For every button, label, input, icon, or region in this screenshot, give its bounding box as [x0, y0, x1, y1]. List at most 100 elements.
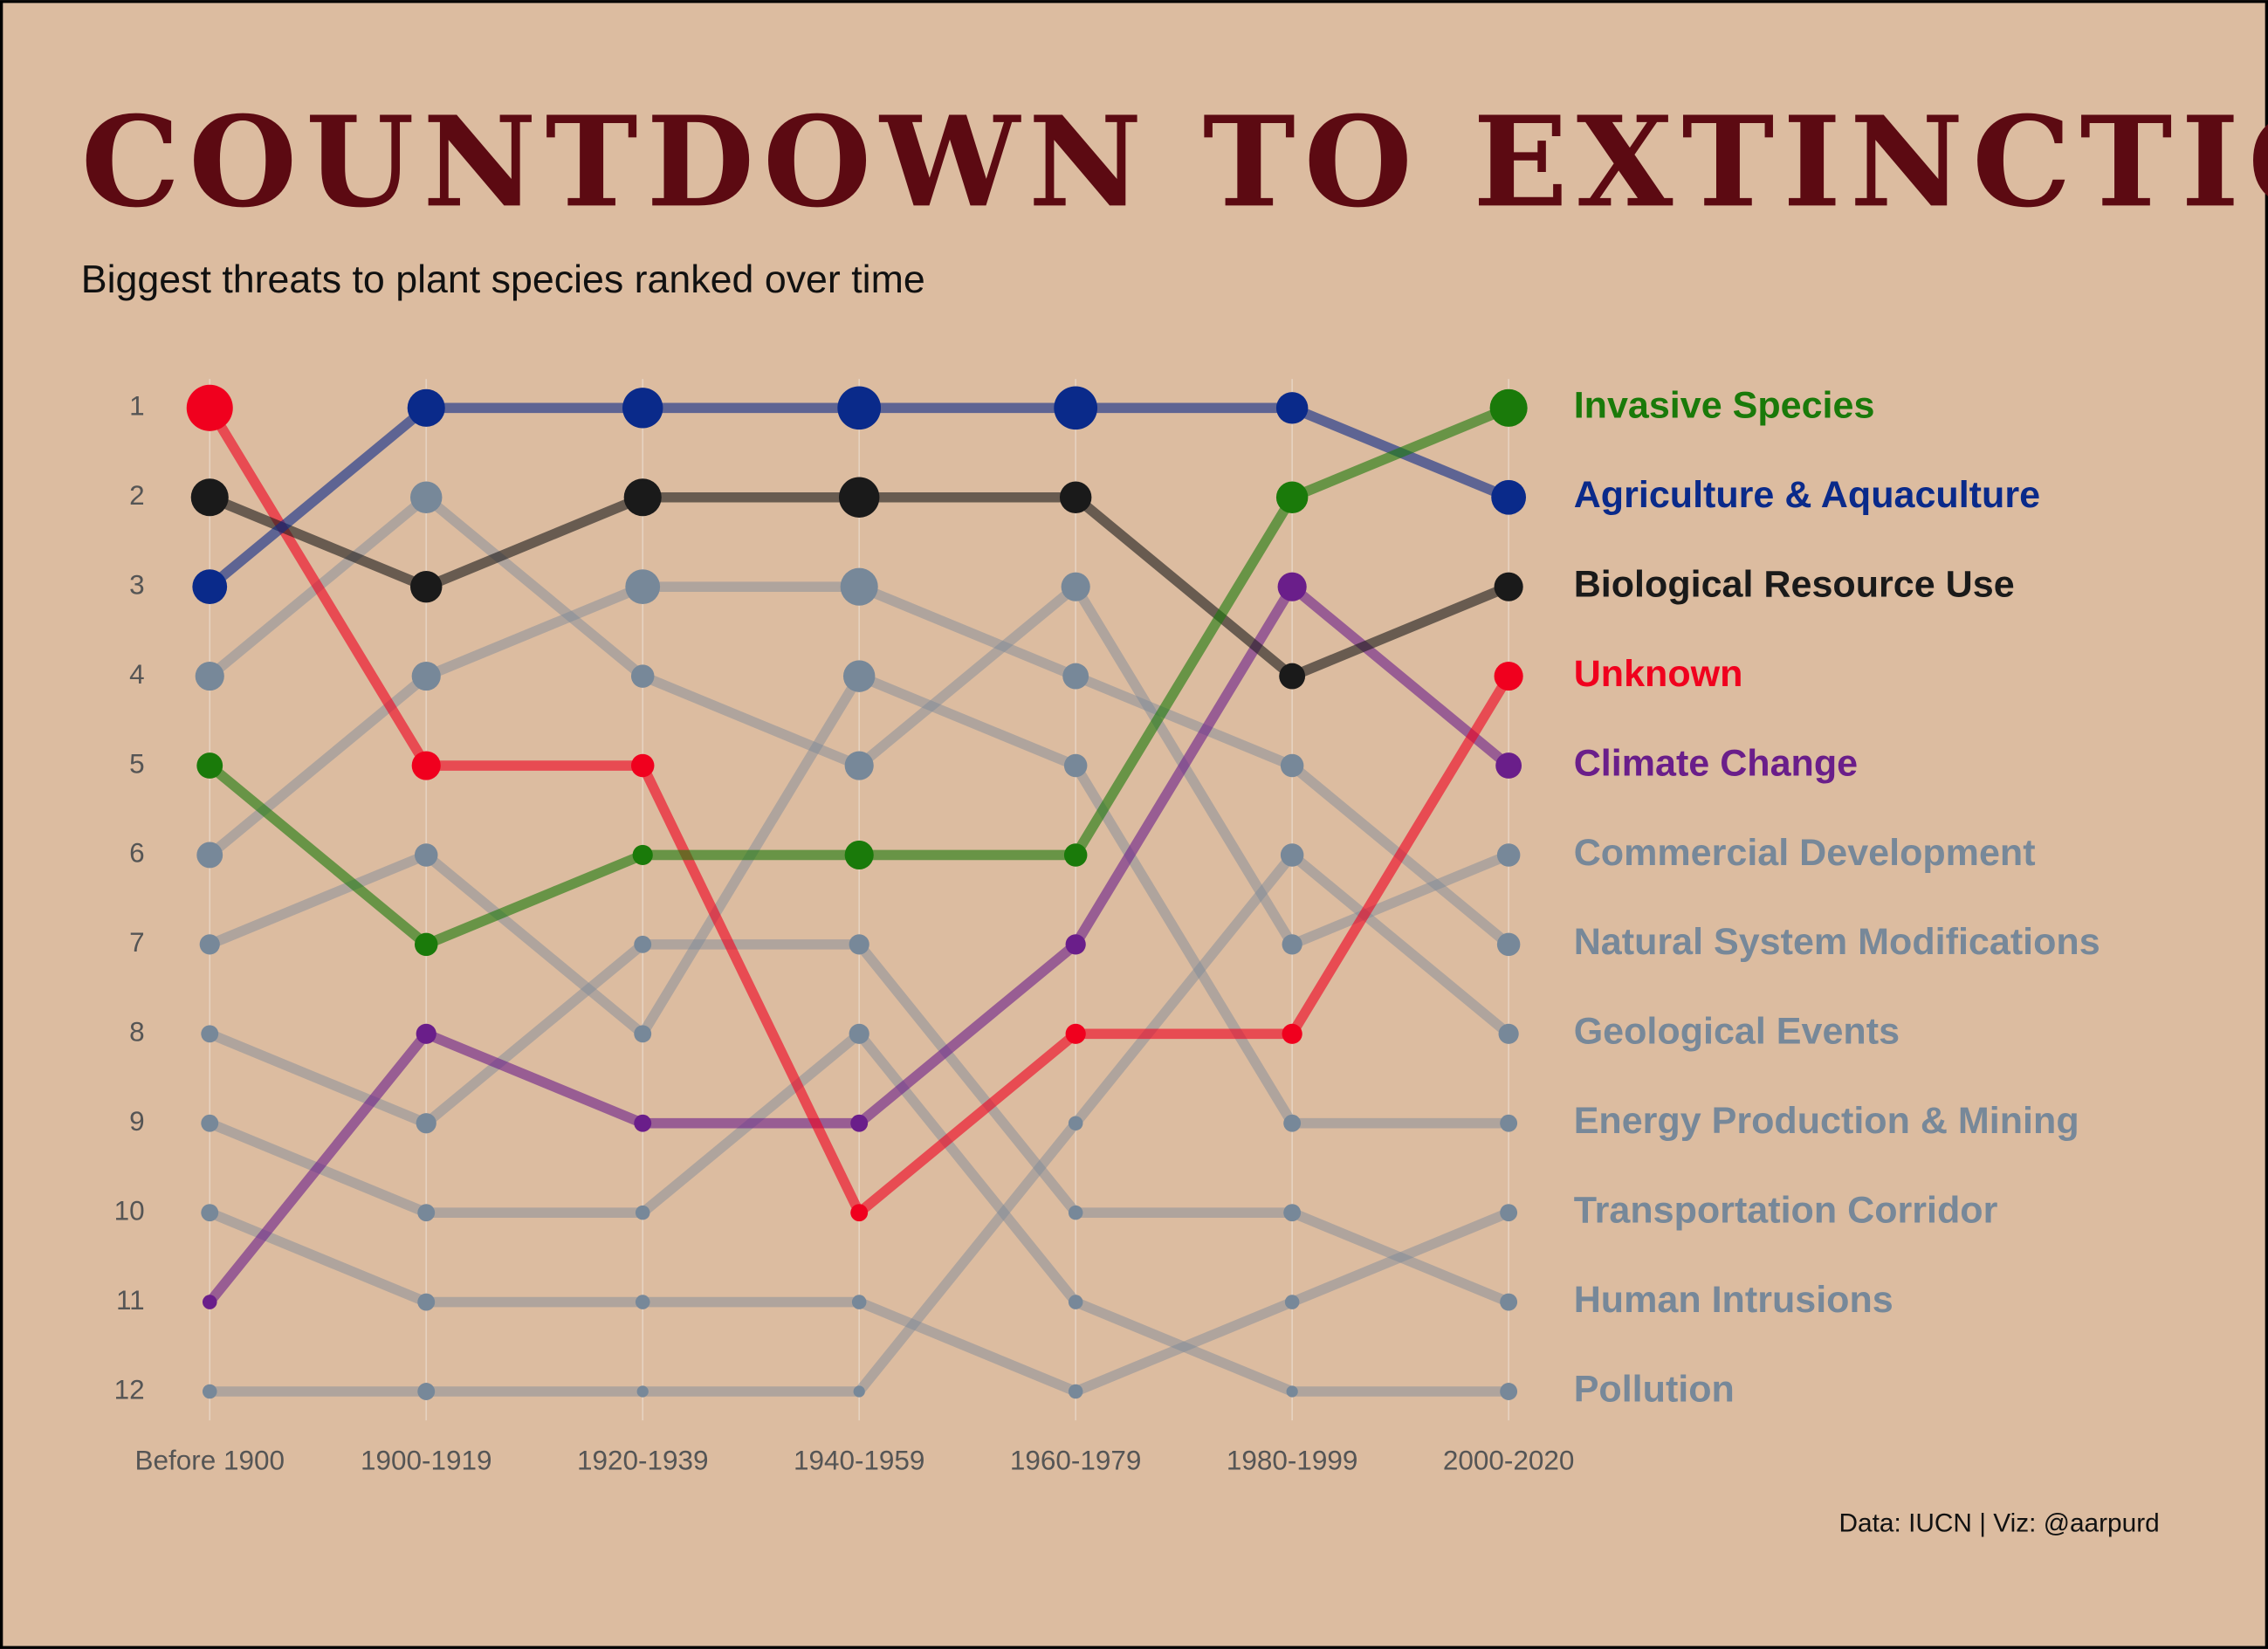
rank-dot — [634, 935, 652, 953]
rank-dot — [838, 477, 880, 518]
rank-dot — [1068, 1295, 1083, 1309]
rank-dot — [1498, 1023, 1519, 1044]
rank-dot — [1275, 481, 1309, 513]
rank-dot — [844, 840, 874, 870]
rank-dot — [186, 384, 233, 431]
chart-subtitle: Biggest threats to plant species ranked … — [81, 258, 925, 301]
rank-dot — [635, 1295, 650, 1309]
caption: Data: IUCN | Viz: @aarpurd — [1839, 1508, 2160, 1537]
rank-dot — [842, 660, 876, 692]
rank-dot — [1283, 1204, 1302, 1222]
legend-label: Transportation Corridor — [1574, 1190, 1998, 1232]
rank-dot — [1065, 934, 1086, 955]
rank-dot — [1277, 572, 1307, 601]
legend-label: Agriculture & Aquaculture — [1574, 474, 2040, 516]
legend-label: Unknown — [1574, 653, 1743, 695]
rank-dot — [632, 844, 653, 866]
y-tick-label: 8 — [129, 1017, 145, 1048]
rank-dot — [410, 570, 443, 603]
rank-dot — [634, 1025, 652, 1043]
rank-dot — [625, 569, 661, 605]
rank-dot — [1280, 843, 1304, 867]
rank-dot — [850, 1204, 869, 1222]
rank-dot — [853, 1385, 865, 1398]
rank-dot — [1500, 1204, 1518, 1222]
rank-dot — [1489, 388, 1528, 427]
rank-dot — [635, 1205, 650, 1220]
rank-dot — [636, 1385, 649, 1398]
rank-dot — [195, 662, 224, 691]
rank-dot — [1061, 572, 1090, 601]
rank-dot — [849, 1023, 869, 1044]
rank-dot — [1496, 932, 1521, 957]
rank-dot — [850, 1114, 869, 1132]
rank-dot — [417, 1204, 436, 1222]
rank-dot — [199, 934, 220, 955]
rank-dot — [202, 1384, 217, 1399]
rank-dot — [1500, 1293, 1518, 1311]
rank-dot — [622, 388, 663, 429]
rank-dot — [1063, 753, 1088, 778]
rank-dot — [849, 934, 869, 955]
rank-dot — [414, 843, 438, 867]
rank-dot — [416, 1113, 436, 1134]
y-tick-label: 12 — [114, 1374, 145, 1405]
x-tick-label: 1980-1999 — [1227, 1446, 1358, 1476]
rank-dot — [1494, 572, 1523, 601]
y-tick-label: 11 — [116, 1285, 145, 1316]
rank-dot — [407, 388, 445, 427]
rank-dot — [1280, 753, 1304, 778]
rank-dot — [844, 751, 874, 780]
rank-dot — [201, 1204, 219, 1222]
legend-label: Natural System Modifications — [1574, 921, 2100, 963]
y-tick-label: 4 — [129, 659, 145, 690]
legend-label: Biological Resource Use — [1574, 564, 2015, 606]
rank-dot — [1282, 1023, 1302, 1044]
plot-area: Before 1900 1900-1919 1920-1939 1940-1959 19… — [114, 379, 2100, 1476]
rank-dot — [190, 478, 229, 517]
legend-label: Climate Change — [1574, 742, 1858, 784]
rank-dot — [1068, 1205, 1083, 1220]
rank-dot — [196, 752, 223, 779]
rank-dot — [623, 478, 662, 517]
legend-label: Geological Events — [1574, 1011, 1900, 1053]
x-tick-label: 1940-1959 — [794, 1446, 925, 1476]
rank-dot — [201, 1114, 219, 1132]
rank-dot — [1286, 1385, 1298, 1398]
rank-dot — [1279, 663, 1306, 690]
x-tick-label: 1960-1979 — [1010, 1446, 1142, 1476]
y-tick-label: 3 — [129, 569, 145, 600]
legend-label: Human Intrusions — [1574, 1279, 1893, 1321]
rank-dot — [417, 1383, 436, 1400]
rank-dot — [1059, 481, 1092, 513]
y-tick-label: 10 — [114, 1195, 145, 1226]
y-tick-label: 7 — [129, 927, 145, 958]
rank-dot — [410, 481, 443, 513]
rank-dot — [1063, 843, 1088, 867]
y-tick-label: 9 — [129, 1106, 145, 1137]
y-tick-label: 5 — [129, 748, 145, 779]
legend-label: Invasive Species — [1574, 385, 1875, 427]
legend-label: Pollution — [1574, 1368, 1735, 1410]
rank-dot — [1062, 663, 1089, 690]
rank-dot — [851, 1295, 867, 1309]
y-tick-label: 2 — [129, 480, 145, 511]
y-tick-label: 1 — [129, 391, 145, 422]
rank-dot — [1500, 1114, 1518, 1132]
rank-dot — [192, 569, 228, 605]
chart-title: COUNTDOWN TO EXTINCTION — [81, 88, 2268, 235]
rank-dot — [1495, 752, 1522, 779]
rank-dot — [630, 753, 655, 778]
rank-dot — [202, 1295, 217, 1309]
y-tick-label: 6 — [129, 838, 145, 869]
legend-label: Energy Production & Mining — [1574, 1100, 2079, 1142]
rank-dot — [630, 664, 655, 688]
rank-dot — [634, 1114, 652, 1132]
rank-dot — [1496, 843, 1521, 867]
rank-dot — [411, 751, 441, 780]
rank-dot — [1282, 934, 1302, 955]
rank-dot — [1494, 662, 1523, 691]
legend-label: Commercial Development — [1574, 832, 2036, 874]
